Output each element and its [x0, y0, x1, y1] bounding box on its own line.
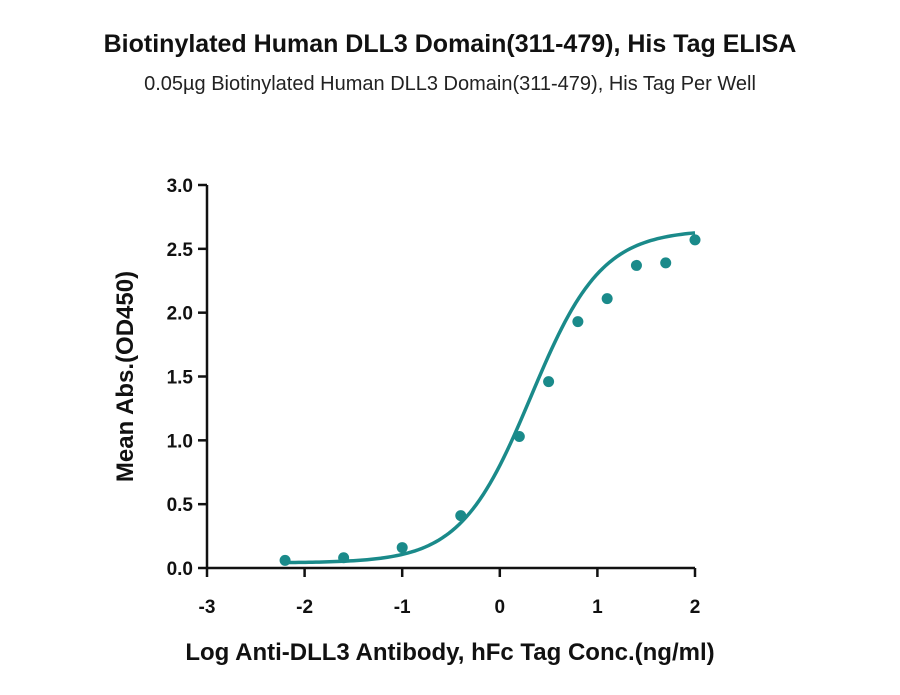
- data-point: [601, 293, 613, 305]
- x-tick-label: -3: [199, 597, 216, 618]
- x-tick-label: -1: [394, 597, 411, 618]
- data-point: [396, 542, 408, 554]
- y-tick-label: 3.0: [167, 176, 193, 197]
- data-point: [630, 259, 642, 271]
- y-tick-label: 0.0: [167, 559, 193, 580]
- y-tick-label: 2.5: [167, 240, 194, 261]
- y-tick-label: 1.0: [167, 431, 193, 452]
- data-point: [572, 316, 584, 328]
- y-tick-label: 0.5: [167, 495, 194, 516]
- data-point: [513, 431, 525, 443]
- x-tick-label: 2: [690, 597, 701, 618]
- data-point: [543, 376, 555, 388]
- y-tick-label: 1.5: [167, 368, 194, 389]
- x-tick-label: 1: [592, 597, 603, 618]
- data-point: [689, 234, 701, 246]
- chart-title: Biotinylated Human DLL3 Domain(311-479),…: [103, 30, 797, 58]
- y-axis-title: Mean Abs.(OD450): [112, 271, 139, 482]
- x-tick-label: 0: [495, 597, 506, 618]
- data-points-layer: [279, 234, 701, 566]
- data-point: [338, 552, 350, 564]
- fit-curve-layer: [285, 231, 696, 565]
- data-point: [660, 257, 672, 269]
- x-axis-title: Log Anti-DLL3 Antibody, hFc Tag Conc.(ng…: [185, 639, 714, 666]
- axes: 0.0 0.5 1.0 1.5 2.0 2.5 3.0 -3 -2 -1 0 1 2: [167, 176, 701, 618]
- data-point: [279, 554, 291, 566]
- fit-curve: [285, 231, 696, 565]
- data-point: [455, 510, 467, 522]
- x-tick-label: -2: [296, 597, 313, 618]
- chart-subtitle: 0.05µg Biotinylated Human DLL3 Domain(31…: [144, 73, 756, 95]
- y-tick-label: 2.0: [167, 304, 193, 325]
